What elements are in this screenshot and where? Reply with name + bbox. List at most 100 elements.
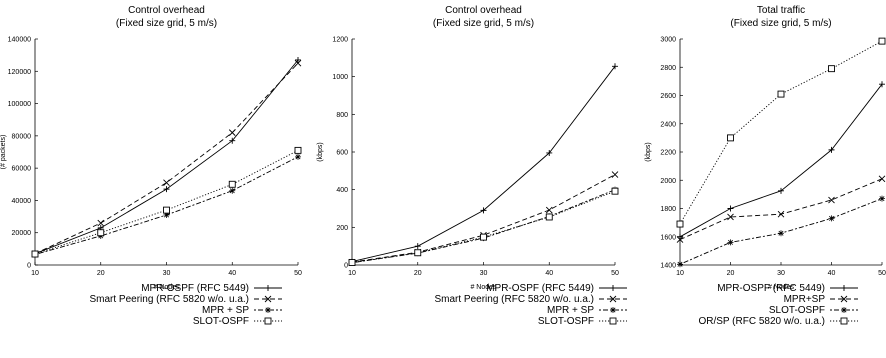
data-point	[229, 187, 236, 194]
x-tick-label: 20	[727, 270, 735, 277]
data-point	[480, 207, 487, 214]
x-tick-label: 20	[414, 270, 422, 277]
y-tick-label: 2000	[660, 178, 676, 185]
data-point	[676, 220, 684, 228]
chart-title: Control overhead	[445, 5, 522, 16]
legend-marker	[265, 285, 271, 291]
legend-label: Smart Peering (RFC 5820 w/o. u.a.)	[434, 294, 594, 305]
data-point	[229, 137, 236, 144]
data-point	[612, 63, 618, 70]
series-line	[351, 174, 616, 263]
y-tick-label: 2800	[660, 65, 676, 72]
x-axis-label: # Nodes	[470, 284, 497, 291]
data-point	[97, 229, 105, 237]
data-point	[778, 187, 784, 194]
y-tick-label: 0	[27, 263, 31, 270]
y-axis-label: (kbps)	[317, 142, 324, 161]
y-tick-label: 600	[336, 150, 348, 157]
series-line	[351, 189, 616, 264]
x-tick-label: 50	[878, 270, 886, 277]
series-line	[679, 40, 883, 225]
x-axis-label: # Nodes	[768, 284, 795, 291]
y-tick-label: 2400	[660, 121, 676, 128]
data-point	[414, 249, 422, 257]
legend-label: MPR + SP	[202, 305, 249, 316]
series-4	[348, 187, 619, 267]
data-point	[611, 171, 619, 178]
data-point	[228, 180, 236, 188]
series-line	[351, 66, 616, 263]
y-axis-label: (# packets)	[0, 135, 7, 170]
legend-label: OR/SP (RFC 5820 w/o. u.a.)	[698, 316, 825, 327]
x-tick-label: 10	[676, 270, 684, 277]
data-point	[878, 37, 886, 45]
data-point	[228, 129, 236, 136]
y-tick-label: 1800	[660, 206, 676, 213]
x-tick-label: 20	[97, 270, 105, 277]
data-point	[727, 213, 734, 221]
series-2	[348, 171, 619, 266]
legend-marker	[609, 295, 617, 303]
data-point	[828, 146, 835, 153]
chart-panel-3: Total traffic (Fixed size grid, 5 m/s) 140…	[645, 5, 886, 327]
series-1	[677, 81, 885, 240]
y-tick-label: 100000	[8, 101, 31, 108]
y-tick-label: 400	[336, 187, 348, 194]
legend-marker	[610, 285, 616, 291]
y-tick-label: 1400	[660, 263, 676, 270]
y-tick-label: 3000	[660, 37, 676, 44]
data-point	[828, 65, 835, 73]
chart-title: Total traffic	[757, 5, 805, 16]
legend: MPR-OSPF (RFC 5449)Smart Peering (RFC 58…	[434, 283, 627, 327]
legend-marker	[840, 295, 848, 303]
data-point	[878, 175, 886, 183]
x-tick-label: 30	[163, 270, 171, 277]
x-tick-label: 10	[348, 270, 356, 277]
y-tick-label: 1600	[660, 234, 676, 241]
legend-label: MPR-OSPF (RFC 5449)	[486, 283, 594, 294]
chart-subtitle: (Fixed size grid, 5 m/s)	[116, 18, 217, 29]
series-4	[31, 146, 302, 258]
data-point	[727, 134, 734, 142]
legend: MPR-OSPF (RFC 5449)MPR+SPSLOT-OSPFOR/SP …	[698, 283, 858, 327]
y-axis-label: (kbps)	[645, 142, 652, 161]
legend-label: MPR+SP	[784, 294, 826, 305]
data-point	[611, 187, 619, 195]
y-tick-label: 20000	[12, 230, 32, 237]
data-point	[294, 146, 302, 154]
data-point	[828, 196, 835, 204]
x-tick-label: 40	[228, 270, 236, 277]
series-line	[351, 190, 616, 264]
data-point	[294, 59, 302, 67]
y-tick-label: 60000	[12, 166, 32, 173]
data-point	[295, 153, 301, 160]
chart-title: Control overhead	[128, 5, 205, 16]
legend-marker	[841, 307, 847, 313]
y-tick-label: 40000	[12, 198, 32, 205]
data-point	[545, 213, 553, 221]
legend-marker	[265, 307, 271, 313]
data-point	[676, 236, 684, 243]
data-point	[828, 215, 835, 222]
chart-panel-1: Control overhead (Fixed size grid, 5 m/s)…	[0, 5, 302, 327]
data-point	[727, 239, 734, 246]
data-point	[163, 206, 170, 214]
data-point	[546, 149, 553, 156]
legend-label: SLOT-OSPF	[538, 316, 594, 327]
x-tick-label: 30	[480, 270, 488, 277]
y-tick-label: 120000	[8, 69, 31, 76]
data-point	[31, 250, 39, 258]
data-point	[348, 259, 356, 267]
series-3	[349, 186, 618, 266]
legend-label: MPR + SP	[547, 305, 594, 316]
data-point	[163, 179, 170, 186]
x-tick-label: 40	[545, 270, 553, 277]
series-3	[677, 195, 885, 268]
data-point	[879, 81, 885, 88]
y-tick-label: 0	[344, 263, 348, 270]
y-tick-label: 2600	[660, 93, 676, 100]
chart-panel-2: Control overhead (Fixed size grid, 5 m/s)…	[317, 5, 627, 327]
legend-label: Smart Peering (RFC 5820 w/o. u.a.)	[89, 294, 249, 305]
data-point	[677, 233, 683, 240]
